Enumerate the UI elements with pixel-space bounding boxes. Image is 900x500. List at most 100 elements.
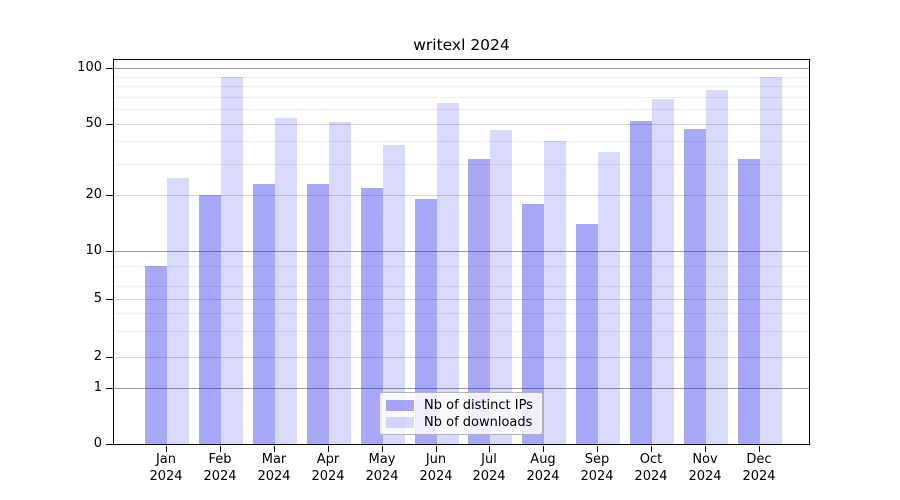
bar-nb-of-downloads-jul-2024	[490, 130, 512, 444]
bar-nb-of-downloads-sep-2024	[598, 152, 620, 444]
gridline-30	[114, 164, 809, 165]
y-tick-100	[106, 68, 113, 69]
bar-nb-of-distinct-ips-aug-2024	[522, 204, 544, 444]
y-tick-label-5: 5	[93, 291, 102, 306]
gridline-100	[114, 68, 809, 69]
bar-nb-of-downloads-mar-2024	[275, 118, 297, 444]
x-tick-label-month: Aug	[530, 452, 556, 467]
bar-nb-of-downloads-jan-2024	[167, 178, 189, 444]
y-tick-20	[106, 195, 113, 196]
chart-title: writexl 2024	[413, 36, 510, 54]
x-tick-label-month: Oct	[639, 452, 663, 467]
x-tick-label-month: Sep	[584, 452, 610, 467]
x-tick-oct-2024	[651, 446, 652, 452]
gridline-2	[114, 357, 809, 358]
y-tick-label-100: 100	[77, 60, 102, 75]
x-tick-label-jun-2024: Jun 2024	[404, 451, 468, 485]
gridline-1	[114, 388, 809, 389]
x-tick-sep-2024	[597, 446, 598, 452]
bar-nb-of-distinct-ips-dec-2024	[738, 159, 760, 444]
y-tick-label-1: 1	[93, 380, 102, 395]
x-tick-label-jul-2024: Jul 2024	[457, 451, 521, 485]
legend-label-downloads: Nb of downloads	[424, 415, 533, 430]
x-tick-label-month: Mar	[261, 452, 287, 467]
x-tick-feb-2024	[220, 446, 221, 452]
x-tick-label-month: Nov	[692, 452, 718, 467]
x-tick-label-month: May	[368, 452, 396, 467]
x-tick-apr-2024	[328, 446, 329, 452]
x-tick-label-feb-2024: Feb 2024	[188, 451, 252, 485]
gridline-4	[114, 313, 809, 314]
gridline-60	[114, 109, 809, 110]
x-tick-label-year: 2024	[580, 469, 614, 484]
bar-nb-of-downloads-oct-2024	[652, 99, 674, 444]
bar-nb-of-downloads-feb-2024	[221, 77, 243, 444]
legend-swatch-downloads	[386, 417, 414, 428]
bar-nb-of-downloads-nov-2024	[706, 90, 728, 444]
bar-nb-of-downloads-aug-2024	[544, 141, 566, 444]
x-tick-label-year: 2024	[365, 469, 399, 484]
x-tick-label-year: 2024	[634, 469, 668, 484]
y-tick-2	[106, 357, 113, 358]
legend-item-distinct-ips: Nb of distinct IPs	[386, 397, 542, 414]
x-tick-may-2024	[382, 446, 383, 452]
x-tick-label-mar-2024: Mar 2024	[242, 451, 306, 485]
x-tick-label-year: 2024	[526, 469, 560, 484]
x-tick-mar-2024	[274, 446, 275, 452]
x-tick-jun-2024	[436, 446, 437, 452]
bar-nb-of-distinct-ips-may-2024	[361, 188, 383, 444]
x-tick-jul-2024	[489, 446, 490, 452]
x-tick-label-year: 2024	[419, 469, 453, 484]
x-tick-nov-2024	[705, 446, 706, 452]
x-tick-label-apr-2024: Apr 2024	[296, 451, 360, 485]
y-tick-0	[106, 444, 113, 445]
x-tick-label-nov-2024: Nov 2024	[673, 451, 737, 485]
bar-nb-of-downloads-may-2024	[383, 145, 405, 444]
x-tick-label-month: Feb	[208, 452, 232, 467]
y-tick-10	[106, 251, 113, 252]
x-tick-label-oct-2024: Oct 2024	[619, 451, 683, 485]
gridline-50	[114, 124, 809, 125]
x-tick-label-month: Jul	[481, 452, 497, 467]
y-tick-1	[106, 388, 113, 389]
bar-nb-of-distinct-ips-jan-2024	[145, 266, 167, 444]
gridline-5	[114, 299, 809, 300]
gridline-20	[114, 195, 809, 196]
legend-item-downloads: Nb of downloads	[386, 414, 542, 431]
bar-nb-of-distinct-ips-nov-2024	[684, 129, 706, 444]
bar-nb-of-distinct-ips-sep-2024	[576, 224, 598, 444]
y-tick-label-20: 20	[85, 187, 102, 202]
x-tick-label-month: Jun	[425, 452, 447, 467]
x-tick-label-dec-2024: Dec 2024	[727, 451, 791, 485]
y-tick-label-2: 2	[93, 349, 102, 364]
x-tick-label-month: Apr	[316, 452, 340, 467]
x-tick-label-sep-2024: Sep 2024	[565, 451, 629, 485]
gridline-80	[114, 86, 809, 87]
x-tick-label-year: 2024	[311, 469, 345, 484]
y-tick-label-10: 10	[85, 243, 102, 258]
plot-area: Nb of distinct IPs Nb of downloads	[113, 59, 810, 445]
bar-nb-of-distinct-ips-oct-2024	[630, 121, 652, 444]
x-tick-aug-2024	[543, 446, 544, 452]
legend: Nb of distinct IPs Nb of downloads	[379, 392, 543, 435]
gridline-10	[114, 251, 809, 252]
x-tick-label-aug-2024: Aug 2024	[511, 451, 575, 485]
x-tick-label-may-2024: May 2024	[350, 451, 414, 485]
x-tick-jan-2024	[166, 446, 167, 452]
bar-nb-of-distinct-ips-mar-2024	[253, 184, 275, 444]
gridline-90	[114, 77, 809, 78]
gridline-6	[114, 286, 809, 287]
bar-nb-of-downloads-dec-2024	[760, 77, 782, 444]
bar-nb-of-downloads-jun-2024	[437, 103, 459, 444]
bar-nb-of-distinct-ips-jun-2024	[415, 199, 437, 444]
x-tick-label-year: 2024	[257, 469, 291, 484]
legend-swatch-distinct-ips	[386, 400, 414, 411]
x-tick-label-year: 2024	[742, 469, 776, 484]
bar-nb-of-downloads-apr-2024	[329, 122, 351, 444]
x-tick-label-year: 2024	[149, 469, 183, 484]
bar-nb-of-distinct-ips-apr-2024	[307, 184, 329, 444]
x-tick-label-year: 2024	[472, 469, 506, 484]
y-tick-label-50: 50	[85, 116, 102, 131]
y-tick-5	[106, 299, 113, 300]
x-tick-label-month: Jan	[155, 452, 177, 467]
